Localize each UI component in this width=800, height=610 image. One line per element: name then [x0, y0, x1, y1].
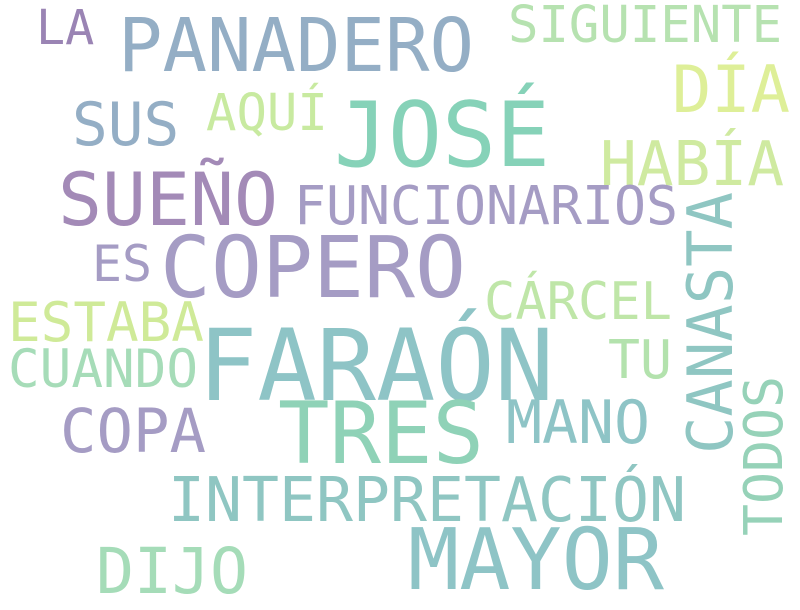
word-copero: COPERO	[160, 218, 467, 317]
word-la: LA	[36, 0, 95, 56]
word-panadero: PANADERO	[118, 3, 475, 89]
word-copa: COPA	[60, 397, 206, 467]
word-funcionarios: FUNCIONARIOS	[294, 175, 679, 237]
word-carcel: CÁRCEL	[484, 272, 672, 332]
word-interpretacion: INTERPRETACIÓN	[168, 465, 686, 536]
word-sueno: SUEÑO	[58, 158, 278, 243]
word-tres: TRES	[278, 385, 484, 484]
word-faraon: FARAÓN	[198, 310, 554, 424]
word-es: ES	[92, 235, 152, 293]
word-habia: HABÍA	[600, 129, 785, 200]
word-sus: SUS	[72, 91, 180, 160]
word-aqui: AQUÍ	[206, 83, 328, 142]
word-cuando: CUANDO	[8, 339, 198, 400]
word-mano: MANO	[506, 388, 651, 458]
word-estaba: ESTABA	[8, 291, 204, 354]
word-jose: JOSÉ	[334, 84, 550, 188]
word-siguiente: SIGUIENTE	[508, 0, 783, 54]
word-todos: TODOS	[733, 376, 795, 537]
word-dijo: DIJO	[96, 534, 249, 608]
word-dia: DÍA	[672, 52, 790, 128]
word-tu: TU	[608, 329, 672, 391]
word-mayor: MAYOR	[408, 511, 665, 610]
